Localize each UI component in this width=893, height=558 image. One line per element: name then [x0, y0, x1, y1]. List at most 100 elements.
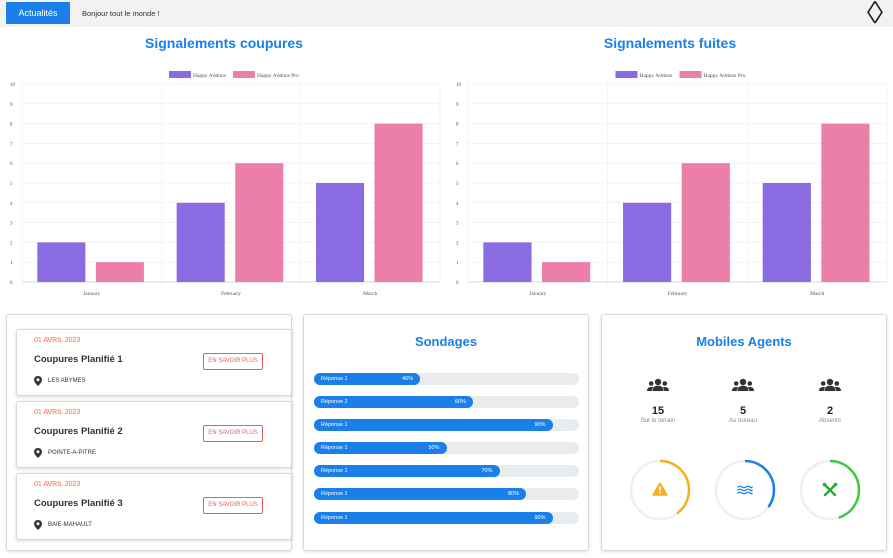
chart-bar[interactable] [176, 202, 225, 282]
event-date: 01 AVRIL 2023 [34, 409, 81, 416]
poll-bar-fill: Réponse 1 80% [314, 488, 526, 500]
agent-count: 2 [826, 405, 834, 417]
poll-bar-track: Réponse 1 70% [314, 465, 579, 477]
map-pin-icon [34, 448, 42, 458]
news-button[interactable]: Actualités [6, 2, 70, 24]
poll-percent: 80% [507, 491, 519, 497]
poll-bar-fill: Réponse 2 60% [314, 396, 473, 408]
legend-label: Happy Addons [640, 73, 673, 79]
agent-stat-field: 15 Sur le terrain [628, 378, 688, 425]
y-tick-label: 7 [456, 142, 459, 147]
x-tick-label: March [810, 291, 825, 297]
poll-option-label: Réponse 1 [321, 445, 348, 451]
y-tick-label: 4 [456, 202, 459, 207]
event-card[interactable]: 01 AVRIL 2023 Coupures Planifié 1 LES AB… [16, 329, 292, 396]
event-location-text: LES ABYMES [48, 378, 86, 384]
agent-stat-office: 5 Au bureau [713, 378, 773, 425]
map-pin-icon [34, 376, 42, 386]
event-title: Coupures Planifié 3 [34, 498, 123, 509]
chart-bar[interactable] [681, 163, 730, 282]
poll-option-label: Réponse 2 [321, 399, 348, 405]
chart-bar[interactable] [95, 262, 144, 282]
poll-percent: 90% [534, 422, 546, 428]
chevron-left-icon[interactable]: 〈 [853, 0, 877, 27]
poll-option-label: Réponse 1 [321, 376, 348, 382]
y-tick-label: 3 [456, 222, 459, 227]
warning-ring[interactable] [628, 458, 692, 522]
users-icon [732, 378, 754, 391]
event-location: POINTE-A-PITRE [34, 448, 96, 458]
legend-swatch [169, 71, 191, 78]
poll-option-label: Réponse 1 [321, 468, 348, 474]
y-tick-label: 3 [10, 222, 13, 227]
poll-bar-track: Réponse 1 90% [314, 512, 579, 524]
polls-panel: Sondages Réponse 1 40% Réponse 2 60% Réponse… [303, 314, 589, 551]
event-location-text: BAIE-MAHAULT [48, 522, 92, 528]
water-icon [737, 485, 753, 495]
poll-percent: 60% [454, 399, 466, 405]
y-tick-label: 1 [10, 261, 13, 266]
y-tick-label: 4 [10, 202, 13, 207]
poll-bar-fill: Réponse 1 90% [314, 512, 553, 524]
chart-bar[interactable] [37, 242, 86, 282]
chart-coupures: Happy Addons Happy Addons Pro 0 1 2 3 4 5 6 7 8 9 10… [10, 71, 441, 297]
water-ring[interactable] [713, 458, 777, 522]
chart-bar[interactable] [483, 242, 532, 282]
y-tick-label: 6 [10, 162, 13, 167]
y-tick-label: 6 [456, 162, 459, 167]
chart-bar[interactable] [315, 183, 365, 282]
chart-bar[interactable] [235, 163, 284, 282]
x-tick-label: February [221, 291, 241, 297]
poll-option-label: Réponse 1 [321, 515, 348, 521]
poll-bar-track: Réponse 1 40% [314, 373, 579, 385]
users-icon [819, 378, 841, 391]
chart-bar[interactable] [542, 262, 591, 282]
x-tick-label: January [83, 291, 100, 297]
chevron-right-icon[interactable]: 〉 [873, 1, 893, 25]
tools-icon [822, 482, 838, 497]
learn-more-button[interactable]: EN SAVOIR PLUS [203, 497, 263, 514]
event-title: Coupures Planifié 1 [34, 354, 123, 365]
legend-swatch [679, 71, 702, 78]
y-tick-label: 9 [10, 103, 13, 108]
poll-bar-fill: Réponse 1 50% [314, 442, 447, 454]
y-tick-label: 7 [10, 142, 13, 147]
y-tick-label: 8 [456, 123, 459, 128]
event-location: BAIE-MAHAULT [34, 520, 92, 530]
poll-bar-fill: Réponse 1 90% [314, 419, 553, 431]
users-icon [647, 378, 669, 391]
event-card[interactable]: 01 AVRIL 2023 Coupures Planifié 3 BAIE-M… [16, 473, 292, 540]
chart-legend: Happy Addons Happy Addons Pro [615, 71, 746, 79]
y-tick-label: 5 [456, 182, 459, 187]
y-tick-label: 2 [456, 241, 459, 246]
chart-title-fuites: Signalements fuites [603, 35, 737, 51]
chart-bar[interactable] [623, 202, 672, 282]
learn-more-button[interactable]: EN SAVOIR PLUS [203, 353, 263, 370]
agent-stat-absent: 2 Absents [800, 378, 860, 425]
y-tick-label: 8 [10, 123, 13, 128]
poll-bar-track: Réponse 2 60% [314, 396, 579, 408]
poll-bar-fill: Réponse 1 40% [314, 373, 420, 385]
agent-label: Absents [819, 418, 841, 424]
poll-percent: 90% [534, 515, 546, 521]
poll-bar-track: Réponse 1 50% [314, 442, 579, 454]
agent-count: 5 [739, 405, 747, 417]
poll-percent: 70% [481, 468, 493, 474]
event-title: Coupures Planifié 2 [34, 426, 123, 437]
y-tick-label: 1 [456, 261, 459, 266]
news-ticker: Bonjour tout le monde ! [82, 9, 160, 18]
x-tick-label: January [529, 291, 546, 297]
chart-bar[interactable] [762, 183, 811, 282]
y-tick-label: 0 [10, 281, 13, 286]
events-panel: 01 AVRIL 2023 Coupures Planifié 1 LES AB… [6, 314, 292, 551]
y-tick-label: 10 [456, 83, 462, 88]
news-bar: Actualités Bonjour tout le monde ! 〈 〉 [0, 0, 893, 27]
learn-more-button[interactable]: EN SAVOIR PLUS [203, 425, 263, 442]
chart-bar[interactable] [374, 123, 423, 282]
tools-ring[interactable] [798, 458, 862, 522]
poll-option-label: Réponse 1 [321, 422, 348, 428]
event-card[interactable]: 01 AVRIL 2023 Coupures Planifié 2 POINTE… [16, 401, 292, 468]
chart-bar[interactable] [821, 123, 870, 282]
chart-title-coupures: Signalements coupures [145, 35, 303, 51]
legend-label: Happy Addons Pro [257, 73, 299, 79]
